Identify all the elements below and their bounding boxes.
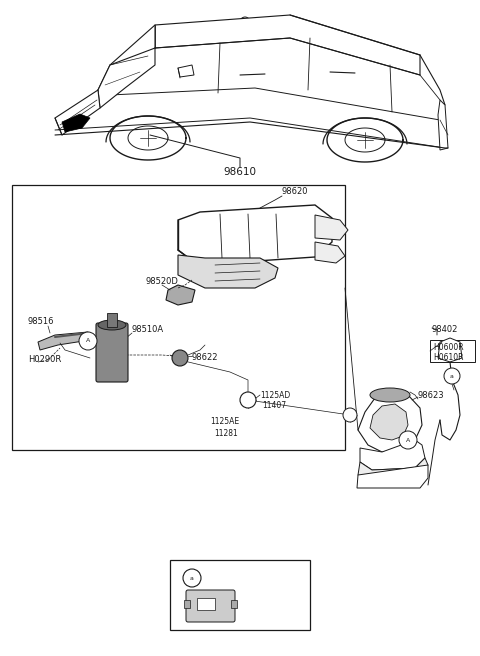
Polygon shape: [166, 285, 195, 305]
Text: H0600R: H0600R: [433, 342, 464, 352]
Text: 11407: 11407: [262, 401, 286, 411]
Circle shape: [79, 332, 97, 350]
Ellipse shape: [98, 320, 126, 330]
Text: a: a: [450, 373, 454, 379]
Polygon shape: [178, 65, 194, 77]
Text: 98623: 98623: [418, 390, 444, 400]
FancyBboxPatch shape: [184, 600, 190, 608]
Polygon shape: [55, 90, 100, 135]
Text: A: A: [86, 338, 90, 344]
Polygon shape: [315, 242, 345, 263]
Polygon shape: [438, 338, 462, 362]
Text: 1125AE: 1125AE: [210, 417, 239, 426]
FancyBboxPatch shape: [197, 598, 215, 610]
Polygon shape: [178, 255, 278, 288]
Polygon shape: [370, 404, 408, 440]
Ellipse shape: [370, 388, 410, 402]
Circle shape: [444, 368, 460, 384]
Text: 98510A: 98510A: [132, 325, 164, 335]
FancyBboxPatch shape: [170, 560, 310, 630]
Polygon shape: [155, 15, 420, 75]
FancyBboxPatch shape: [12, 185, 345, 450]
Text: H0290R: H0290R: [28, 356, 61, 365]
Text: a: a: [190, 575, 194, 581]
Polygon shape: [360, 440, 425, 470]
Circle shape: [172, 350, 188, 366]
Polygon shape: [178, 205, 332, 265]
FancyBboxPatch shape: [186, 590, 235, 622]
Polygon shape: [62, 114, 90, 132]
Polygon shape: [315, 215, 348, 240]
Polygon shape: [38, 332, 90, 350]
Polygon shape: [357, 465, 428, 488]
Text: 11281: 11281: [214, 428, 238, 438]
Circle shape: [240, 17, 250, 27]
Polygon shape: [358, 392, 422, 452]
Circle shape: [343, 408, 357, 422]
Polygon shape: [358, 458, 428, 480]
FancyBboxPatch shape: [96, 323, 128, 382]
Text: 98516: 98516: [28, 318, 55, 327]
Circle shape: [183, 569, 201, 587]
Text: 98402: 98402: [432, 325, 458, 335]
Text: 81199: 81199: [208, 571, 239, 581]
Text: 98622: 98622: [192, 354, 218, 363]
Circle shape: [240, 392, 256, 408]
Polygon shape: [98, 48, 155, 108]
Polygon shape: [438, 100, 448, 150]
Text: A: A: [406, 438, 410, 443]
Circle shape: [399, 431, 417, 449]
Text: 98620: 98620: [282, 188, 309, 197]
FancyBboxPatch shape: [430, 340, 475, 362]
Text: 98610: 98610: [224, 167, 256, 177]
Text: H0610R: H0610R: [433, 354, 464, 363]
FancyBboxPatch shape: [231, 600, 237, 608]
Text: 1125AD: 1125AD: [260, 390, 290, 400]
Text: 98520D: 98520D: [145, 277, 178, 287]
FancyBboxPatch shape: [107, 313, 117, 327]
